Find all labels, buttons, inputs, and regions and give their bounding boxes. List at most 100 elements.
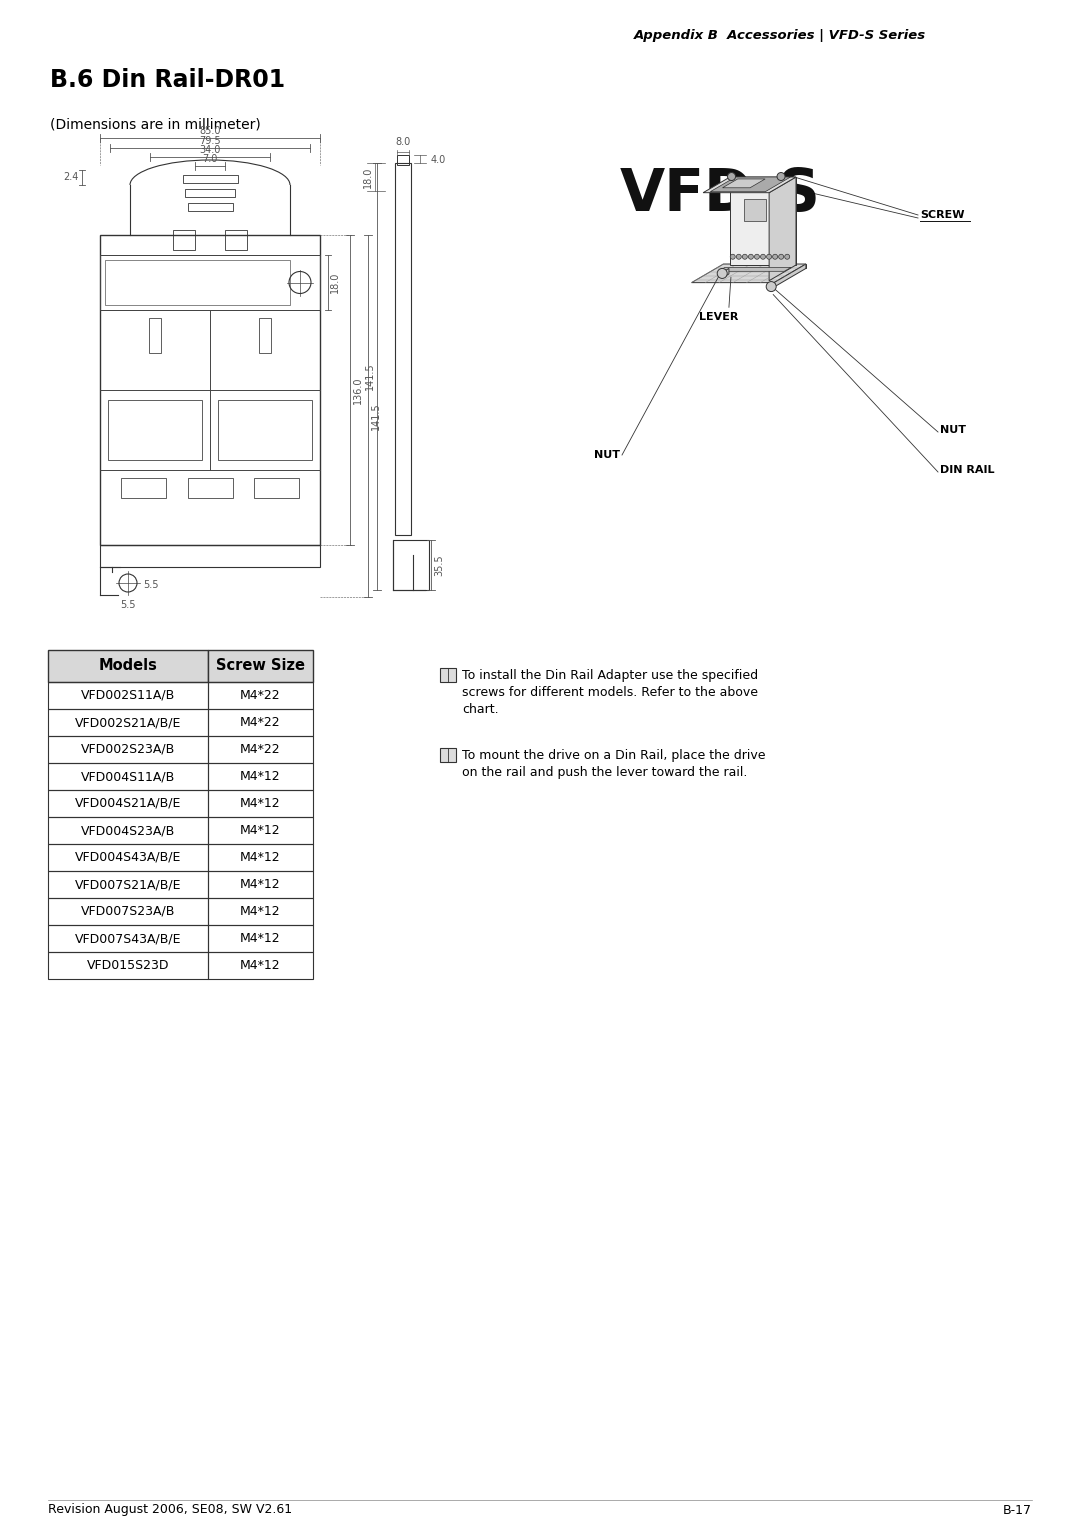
Circle shape (766, 282, 777, 291)
Bar (393, 540, 429, 591)
Text: 5.5: 5.5 (120, 600, 136, 611)
Text: M4*12: M4*12 (240, 933, 281, 945)
Text: 7.0: 7.0 (202, 153, 218, 164)
Text: Models: Models (98, 658, 158, 673)
Bar (48, 871, 208, 897)
Bar (188, 479, 232, 499)
Bar (48, 736, 208, 762)
Text: VFD004S43A/B/E: VFD004S43A/B/E (75, 851, 181, 864)
Bar (395, 163, 411, 535)
Text: VFD007S23A/B: VFD007S23A/B (81, 905, 175, 917)
Bar (48, 790, 208, 818)
Text: VFD002S21A/B/E: VFD002S21A/B/E (75, 716, 181, 729)
Circle shape (717, 268, 727, 279)
Text: To install the Din Rail Adapter use the specified
screws for different models. R: To install the Din Rail Adapter use the … (462, 669, 758, 716)
Bar (208, 897, 313, 925)
Circle shape (748, 255, 754, 259)
Text: DIN RAIL: DIN RAIL (940, 465, 995, 476)
Text: M4*22: M4*22 (240, 742, 281, 756)
Text: (Dimensions are in millimeter): (Dimensions are in millimeter) (50, 118, 260, 132)
Bar (48, 709, 208, 736)
Bar (185, 189, 235, 196)
Text: B-17: B-17 (1003, 1503, 1032, 1517)
Bar (440, 749, 456, 762)
Text: 136.0: 136.0 (353, 376, 363, 403)
Text: Revision August 2006, SE08, SW V2.61: Revision August 2006, SE08, SW V2.61 (48, 1503, 292, 1517)
Text: Appendix B  Accessories | VFD-S Series: Appendix B Accessories | VFD-S Series (634, 29, 926, 41)
Bar (208, 762, 313, 790)
Bar (173, 230, 195, 250)
Circle shape (737, 255, 741, 259)
Bar (105, 259, 291, 305)
Text: M4*12: M4*12 (240, 770, 281, 782)
Text: LEVER: LEVER (699, 313, 739, 322)
Bar (48, 683, 208, 709)
Text: 35.5: 35.5 (434, 554, 444, 575)
Bar (208, 844, 313, 871)
Polygon shape (691, 264, 806, 282)
Text: VFD-S: VFD-S (620, 167, 821, 224)
Text: NUT: NUT (594, 449, 620, 460)
Bar (208, 925, 313, 953)
Bar (108, 400, 202, 460)
Text: 141.5: 141.5 (372, 402, 381, 430)
Bar (208, 736, 313, 762)
Text: M4*22: M4*22 (240, 689, 281, 703)
Circle shape (772, 255, 778, 259)
Text: M4*12: M4*12 (240, 798, 281, 810)
Text: VFD002S11A/B: VFD002S11A/B (81, 689, 175, 703)
Text: M4*12: M4*12 (240, 959, 281, 973)
Bar (121, 479, 166, 499)
Text: M4*12: M4*12 (240, 905, 281, 917)
Bar (48, 844, 208, 871)
Circle shape (785, 255, 789, 259)
Bar (208, 818, 313, 844)
Bar (48, 650, 208, 683)
Bar (48, 818, 208, 844)
Bar (208, 790, 313, 818)
Bar (48, 762, 208, 790)
Bar (48, 925, 208, 953)
Text: 4.0: 4.0 (431, 155, 446, 166)
Text: VFD002S23A/B: VFD002S23A/B (81, 742, 175, 756)
Bar (208, 683, 313, 709)
Bar (218, 400, 312, 460)
Polygon shape (718, 267, 791, 272)
Circle shape (730, 255, 735, 259)
Bar (100, 235, 320, 545)
Text: To mount the drive on a Din Rail, place the drive
on the rail and push the lever: To mount the drive on a Din Rail, place … (462, 749, 766, 779)
Text: Screw Size: Screw Size (216, 658, 305, 673)
Bar (48, 897, 208, 925)
Text: 8.0: 8.0 (395, 137, 410, 147)
Text: SCREW: SCREW (920, 210, 964, 219)
Circle shape (777, 172, 785, 181)
Text: M4*12: M4*12 (240, 851, 281, 864)
Bar (208, 871, 313, 897)
Text: B.6 Din Rail-DR01: B.6 Din Rail-DR01 (50, 67, 285, 92)
Text: 18.0: 18.0 (363, 166, 373, 187)
Polygon shape (744, 199, 766, 221)
Text: 79.5: 79.5 (199, 137, 220, 146)
Bar (225, 230, 247, 250)
Circle shape (755, 255, 759, 259)
Circle shape (760, 255, 766, 259)
Bar (100, 255, 320, 310)
Bar (208, 953, 313, 979)
Text: VFD007S43A/B/E: VFD007S43A/B/E (75, 933, 181, 945)
Text: M4*12: M4*12 (240, 824, 281, 838)
Bar (259, 318, 271, 353)
Bar (100, 545, 320, 568)
Circle shape (767, 255, 771, 259)
Polygon shape (725, 268, 729, 276)
Text: 18.0: 18.0 (330, 272, 340, 293)
Polygon shape (723, 179, 765, 187)
Text: VFD004S23A/B: VFD004S23A/B (81, 824, 175, 838)
Bar (188, 202, 232, 212)
Text: M4*12: M4*12 (240, 877, 281, 891)
Circle shape (742, 255, 747, 259)
Circle shape (779, 255, 784, 259)
Polygon shape (769, 176, 796, 281)
Text: 5.5: 5.5 (143, 580, 159, 591)
Text: NUT: NUT (940, 425, 966, 436)
Bar (440, 667, 456, 683)
